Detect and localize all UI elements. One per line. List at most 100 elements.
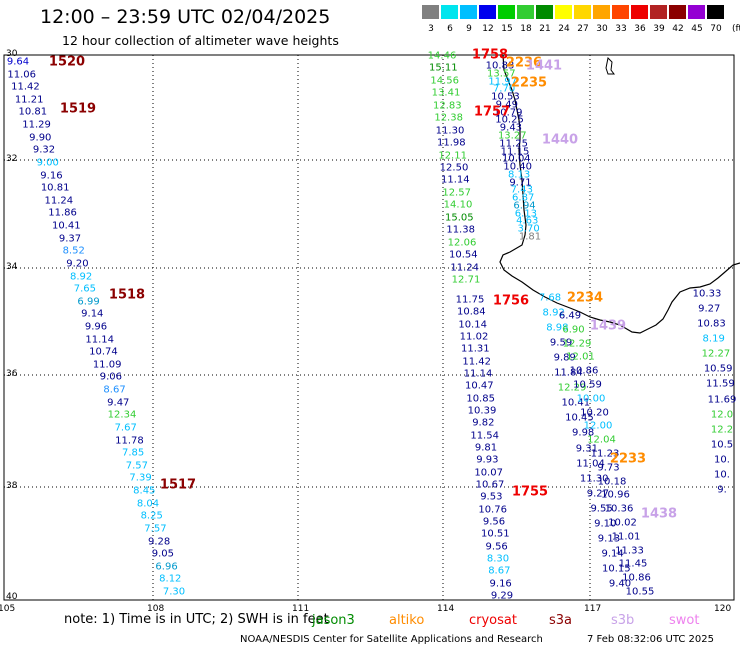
- legend-value: 42: [672, 24, 684, 34]
- latitude-tick-label: 40: [6, 592, 18, 602]
- wave-height-value: 10.51: [481, 528, 510, 540]
- wave-height-value: 9.10: [594, 518, 617, 530]
- longitude-tick-label: 108: [147, 604, 165, 614]
- wave-height-value: 10.45: [565, 412, 594, 424]
- pass-time-label: 1440: [541, 132, 579, 148]
- wave-height-value: 8.04: [136, 498, 160, 510]
- wave-height-value: 11.02: [459, 331, 489, 343]
- wave-height-value: 10.20: [580, 407, 609, 419]
- wave-height-value: 12.29: [557, 382, 587, 394]
- legend-value: 15: [501, 24, 513, 34]
- wave-height-value: 10.00: [576, 393, 606, 405]
- mission-label: altiko: [389, 613, 425, 628]
- wave-height-value: 9.31: [575, 443, 598, 455]
- wave-height-value: 1.81: [518, 231, 542, 243]
- wave-height-value: 9.56: [485, 541, 508, 553]
- mission-label: jason3: [312, 613, 355, 628]
- legend-value: 30: [596, 24, 608, 34]
- wave-height-value: 9.98: [572, 427, 595, 439]
- wave-height-value: 9.05: [151, 548, 174, 560]
- wave-height-value: 9.82: [472, 417, 495, 429]
- wave-height-value: 10.5: [710, 439, 734, 451]
- wave-height-value: 10.79: [493, 107, 523, 119]
- credit-line: NOAA/NESDIS Center for Satellite Applica…: [240, 634, 543, 645]
- wave-height-value: 12.00: [583, 420, 613, 432]
- wave-height-value: 3.70: [517, 223, 540, 235]
- wave-height-value: 10.47: [465, 380, 494, 392]
- pass-time-label: 1758: [471, 47, 509, 63]
- wave-height-value: 7.39: [129, 472, 152, 484]
- wave-height-value: 11.24: [450, 262, 479, 274]
- generated-timestamp: 7 Feb 08:32:06 UTC 2025: [587, 634, 714, 645]
- pass-time-label: 2234: [566, 290, 604, 306]
- wave-height-value: 11.14: [463, 368, 493, 380]
- wave-height-value: 15.11: [429, 62, 458, 74]
- legend-swatch: [555, 5, 572, 19]
- wave-height-value: 10.84: [457, 306, 486, 318]
- wave-height-value: 10.36: [604, 503, 634, 515]
- wave-height-value: 12.11: [438, 150, 467, 162]
- pass-time-label: 1520: [48, 54, 86, 70]
- wave-height-value: 9.06: [99, 371, 122, 383]
- latitude-tick-label: 32: [6, 154, 18, 164]
- map-title: 12:00 – 23:59 UTC 02/04/2025: [40, 6, 331, 28]
- latitude-tick-label: 34: [6, 262, 18, 272]
- wave-height-value: 9.28: [148, 536, 171, 548]
- wave-height-value: 13.57: [487, 68, 516, 80]
- legend-value: 24: [558, 24, 570, 34]
- wave-height-value: 12.71: [451, 274, 481, 286]
- legend-value: 12: [482, 24, 494, 34]
- wave-height-value: 12.0: [710, 409, 734, 421]
- latitude-tick-label: 36: [6, 369, 18, 379]
- wave-height-value: 10.41: [51, 220, 81, 232]
- wave-height-value: 8.92: [70, 271, 93, 283]
- pass-time-label: 1756: [492, 293, 530, 309]
- wave-height-value: 13.27: [497, 130, 527, 142]
- wave-height-value: 9.47: [107, 397, 130, 409]
- wave-height-value: 9.37: [58, 233, 82, 245]
- wave-height-value: 11.14: [85, 334, 115, 346]
- wave-height-value: 11.69: [707, 394, 737, 406]
- wave-height-value: 10.83: [697, 318, 726, 330]
- legend-swatch: [612, 5, 629, 19]
- wave-height-value: 11.54: [470, 430, 499, 442]
- pass-time-label: 2235: [510, 75, 548, 91]
- pass-time-label: 1755: [511, 484, 549, 500]
- wave-height-value: 10.02: [608, 517, 637, 529]
- legend-swatch: [479, 5, 496, 19]
- wave-height-value: 9.53: [480, 491, 503, 503]
- wave-height-value: 9.14: [601, 548, 624, 560]
- wave-height-value: 14.46: [427, 50, 457, 62]
- wave-height-value: 11.24: [44, 195, 74, 207]
- wave-height-value: 11.04: [576, 458, 605, 470]
- wave-height-value: 9.: [717, 484, 727, 496]
- pass-time-label: 1518: [108, 287, 146, 303]
- wave-height-value: 11.97: [488, 76, 518, 88]
- legend-swatch: [688, 5, 705, 19]
- longitude-tick-label: 114: [437, 604, 455, 614]
- wave-height-value: 11.98: [437, 137, 466, 149]
- mission-label: s3a: [549, 613, 573, 628]
- footer-note: note: 1) Time is in UTC; 2) SWH is in fe…: [64, 612, 329, 627]
- wave-height-value: 10.41: [561, 397, 591, 409]
- wave-height-value: 10.: [714, 469, 730, 481]
- wave-height-value: 11.75: [455, 294, 485, 306]
- wave-height-value: 8.92: [542, 307, 565, 319]
- legend-swatch: [574, 5, 591, 19]
- wave-height-value: 11.01: [611, 531, 641, 543]
- wave-height-value: 12.50: [439, 162, 469, 174]
- legend-value: 9: [466, 24, 472, 34]
- legend-value: 6: [447, 24, 453, 34]
- wave-height-value: 8.52: [62, 245, 85, 257]
- legend-swatch: [707, 5, 724, 19]
- legend-value: 3: [428, 24, 434, 34]
- wave-height-value: 8.67: [103, 384, 126, 396]
- longitude-tick-label: 120: [714, 604, 732, 614]
- legend-unit: (ft): [732, 24, 740, 34]
- wave-height-value: 11.84: [554, 367, 583, 379]
- wave-height-value: 9.81: [474, 442, 498, 454]
- wave-height-value: 14.56: [430, 75, 459, 87]
- wave-height-value: 9.55: [590, 503, 613, 515]
- wave-height-value: 7.68: [538, 292, 562, 304]
- legend-swatch: [536, 5, 553, 19]
